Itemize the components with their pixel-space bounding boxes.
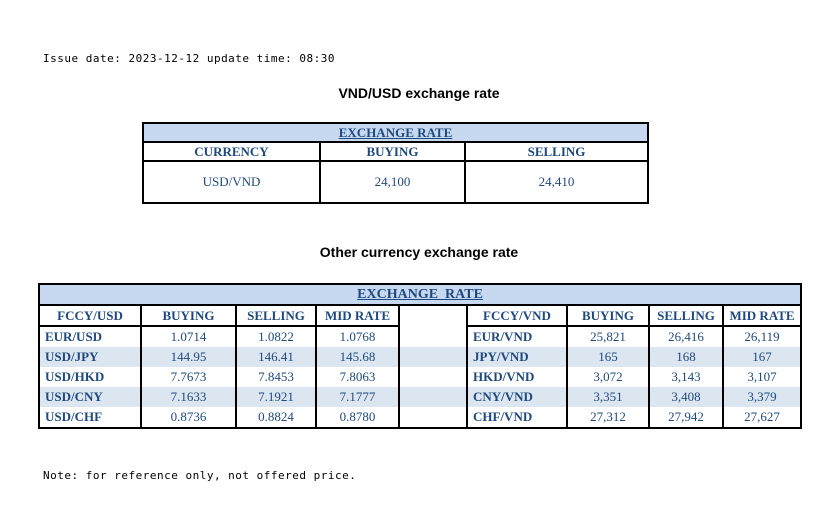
usd-vnd-rate-row: USD/VND 24,100 24,410 [142,160,650,204]
rate-value-cell: 25,821 [566,326,650,347]
currency-pair-cell: USD/VND [142,160,321,204]
rate-value-cell: 0.8824 [235,407,317,428]
rate-value-cell: 3,408 [648,387,724,407]
usd-table-title: VND/USD exchange rate [338,85,500,101]
currency-pair-cell: CHF/VND [466,407,568,428]
rate-value-cell: 3,143 [648,367,724,387]
note-line: Note: for reference only, not offered pr… [43,469,357,482]
header-currency: CURRENCY [142,141,321,162]
rate-value-cell: 27,627 [721,407,803,428]
spacer-cell [398,347,468,367]
rate-value-cell: 26,416 [648,326,724,347]
header-fccy-vnd: FCCY/VND [466,305,568,327]
currency-pair-cell: CNY/VND [466,387,568,407]
rate-value-cell: 146.41 [235,347,317,367]
rate-value-cell: 145.68 [315,347,400,367]
header-buying-vnd: BUYING [566,305,650,327]
rate-row: USD/JPY 144.95 146.41 145.68 JPY/VND 165 168 16… [38,347,803,367]
header-midrate-usd: MID RATE [315,305,400,327]
currency-pair-cell: EUR/USD [38,326,142,347]
rate-value-cell: 7.1777 [315,387,400,407]
rate-value-cell: 27,942 [648,407,724,428]
rate-value-cell: 7.8063 [315,367,400,387]
currency-pair-cell: USD/CNY [38,387,142,407]
rate-value-cell: 7.1921 [235,387,317,407]
currency-pair-cell: USD/CHF [38,407,142,428]
rate-value-cell: 3,351 [566,387,650,407]
other-exchange-rate-table: EXCHANGE RATE FCCY/USD BUYING SELLING MI… [37,283,803,429]
rate-value-cell: 26,119 [721,326,803,347]
usd-table-header-row: CURRENCY BUYING SELLING [142,141,650,162]
rate-value-cell: 167 [721,347,803,367]
usd-table-banner-row: EXCHANGE RATE [141,122,650,143]
currency-pair-cell: JPY/VND [466,347,568,367]
rate-value-cell: 0.8736 [140,407,237,428]
rate-value-cell: 27,312 [566,407,650,428]
buying-rate-cell: 24,100 [319,160,466,204]
rate-row: USD/HKD 7.7673 7.8453 7.8063 HKD/VND 3,072 3,1… [38,367,803,387]
spacer-cell [398,326,468,347]
rate-value-cell: 3,072 [566,367,650,387]
header-selling: SELLING [463,141,650,162]
header-fccy-usd: FCCY/USD [38,305,142,327]
rate-value-cell: 1.0822 [235,326,317,347]
rate-value-cell: 165 [566,347,650,367]
other-table-header-row: FCCY/USD BUYING SELLING MID RATE FCCY/VN… [38,305,803,327]
rate-value-cell: 7.8453 [235,367,317,387]
rate-value-cell: 3,107 [721,367,803,387]
other-table-banner: EXCHANGE RATE [37,284,803,306]
header-selling-vnd: SELLING [648,305,724,327]
rate-row: USD/CHF 0.8736 0.8824 0.8780 CHF/VND 27,312 27… [38,407,803,428]
currency-pair-cell: USD/HKD [38,367,142,387]
rate-value-cell: 3,379 [721,387,803,407]
header-selling-usd: SELLING [235,305,317,327]
currency-pair-cell: USD/JPY [38,347,142,367]
other-table-body: EUR/USD 1.0714 1.0822 1.0768 EUR/VND 25,821 26… [38,326,803,428]
other-table-banner-row: EXCHANGE RATE [37,284,803,306]
rate-value-cell: 1.0714 [140,326,237,347]
header-buying-usd: BUYING [140,305,237,327]
spacer-cell [398,387,468,407]
rate-value-cell: 7.1633 [140,387,237,407]
spacer-cell [398,407,468,428]
rate-row: USD/CNY 7.1633 7.1921 7.1777 CNY/VND 3,351 3,4… [38,387,803,407]
other-table-title: Other currency exchange rate [319,244,519,260]
selling-rate-cell: 24,410 [463,160,650,204]
rate-row: EUR/USD 1.0714 1.0822 1.0768 EUR/VND 25,821 26… [38,326,803,347]
usd-exchange-rate-table: EXCHANGE RATE CURRENCY BUYING SELLING US… [141,122,650,204]
header-buying: BUYING [319,141,466,162]
rate-value-cell: 7.7673 [140,367,237,387]
header-midrate-vnd: MID RATE [721,305,803,327]
currency-pair-cell: HKD/VND [466,367,568,387]
rate-value-cell: 1.0768 [315,326,400,347]
spacer-cell [398,305,468,326]
rate-value-cell: 168 [648,347,724,367]
currency-pair-cell: EUR/VND [466,326,568,347]
usd-table-banner: EXCHANGE RATE [141,122,650,143]
spacer-cell [398,367,468,387]
issue-date-line: Issue date: 2023-12-12 update time: 08:3… [43,52,336,65]
rate-value-cell: 0.8780 [315,407,400,428]
rate-value-cell: 144.95 [140,347,237,367]
